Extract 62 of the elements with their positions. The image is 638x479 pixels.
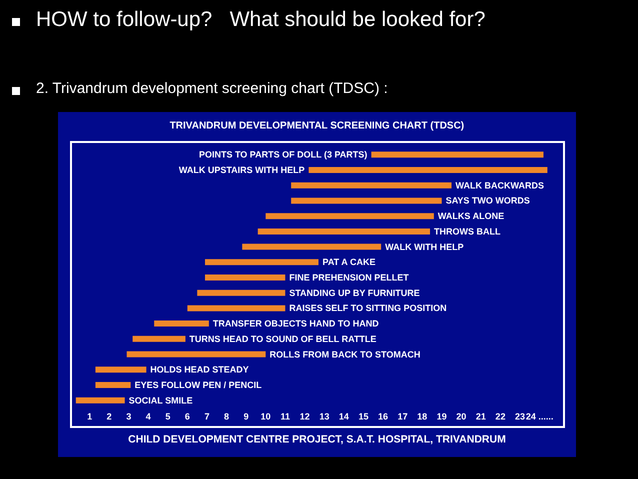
y-tick-label: POINTS TO PARTS OF DOLL (3 PARTS)	[198, 150, 368, 160]
x-tick-label: 3	[126, 412, 132, 422]
bar	[126, 351, 266, 358]
bar	[242, 244, 382, 250]
x-tick-label: 11	[280, 412, 290, 422]
x-tick-label: 18	[417, 412, 428, 422]
x-tick-label: 9	[244, 412, 249, 422]
bar	[132, 336, 186, 342]
bar	[371, 152, 544, 158]
bar	[205, 259, 318, 266]
bar	[258, 228, 430, 234]
y-tick-label: SOCIAL SMILE	[128, 395, 193, 406]
x-tick-label: 12	[300, 412, 310, 422]
y-tick-label: ROLLS FROM BACK TO STOMACH	[270, 349, 420, 360]
bar	[187, 305, 286, 312]
bar	[291, 198, 442, 204]
y-tick-label: TRANSFER OBJECTS HAND TO HAND	[212, 318, 380, 329]
y-tick-label: THROWS BALL	[434, 226, 501, 236]
y-tick-label: PAT A CAKE	[322, 257, 376, 268]
y-tick-label: SAYS TWO WORDS	[446, 196, 530, 206]
y-tick-label: STANDING UP BY FURNITURE	[289, 288, 420, 298]
x-tick-label: 7	[204, 412, 210, 422]
bar	[308, 167, 548, 174]
x-tick-label: 24 ......	[526, 412, 554, 422]
x-tick-label: 19	[436, 412, 447, 422]
x-tick-label: 6	[184, 412, 190, 422]
x-tick-label: 23	[514, 412, 526, 422]
bar	[205, 274, 286, 280]
x-tick-label: 1	[87, 412, 92, 422]
x-tick-label: 2	[106, 412, 112, 422]
y-tick-label: EYES FOLLOW PEN / PENCIL	[134, 380, 262, 390]
y-tick-label: WALKS ALONE	[438, 211, 504, 222]
y-tick-label: TURNS HEAD TO SOUND OF BELL RATTLE	[189, 334, 376, 344]
bar	[266, 213, 434, 220]
chart-subtitle: 2. Trivandrum development screening chart (TDSC) :	[36, 80, 388, 97]
text: CHILD DEVELOPMENT CENTRE PROJECT, S.A.T. HOSPITAL, TRIVANDRUM	[128, 434, 506, 446]
y-tick-label: HOLDS HEAD STEADY	[150, 364, 249, 375]
bar	[95, 382, 131, 388]
x-tick-label: 8	[224, 412, 230, 422]
bar	[291, 182, 452, 188]
y-tick-label: WALK BACKWARDS	[456, 180, 544, 190]
bar	[76, 397, 125, 404]
bar	[95, 366, 146, 373]
chart-title: HOW to follow-up? What should be looked for?	[36, 8, 486, 32]
x-tick-label: 22	[495, 412, 506, 422]
x-tick-label: 16	[378, 412, 388, 422]
x-tick-label: 15	[358, 412, 368, 422]
x-tick-label: 10	[260, 412, 271, 422]
x-tick-label: 14	[338, 412, 349, 422]
x-tick-label: 21	[476, 412, 486, 422]
x-tick-label: 5	[165, 412, 170, 422]
y-tick-label: FINE PREHENSION PELLET	[289, 272, 410, 282]
bar	[197, 290, 286, 296]
x-tick-label: 4	[146, 412, 151, 422]
y-tick-label: WALK UPSTAIRS WITH HELP	[178, 165, 305, 176]
bar	[154, 320, 209, 327]
text: TRIVANDRUM DEVELOPMENTAL SCREENING CHART (TDSC)	[170, 120, 464, 132]
x-tick-label: 17	[398, 412, 408, 422]
x-tick-label: 13	[319, 412, 330, 422]
x-tick-label: 20	[456, 412, 466, 422]
y-tick-label: RAISES SELF TO SITTING POSITION	[289, 303, 447, 314]
y-tick-label: WALK WITH HELP	[385, 242, 464, 252]
